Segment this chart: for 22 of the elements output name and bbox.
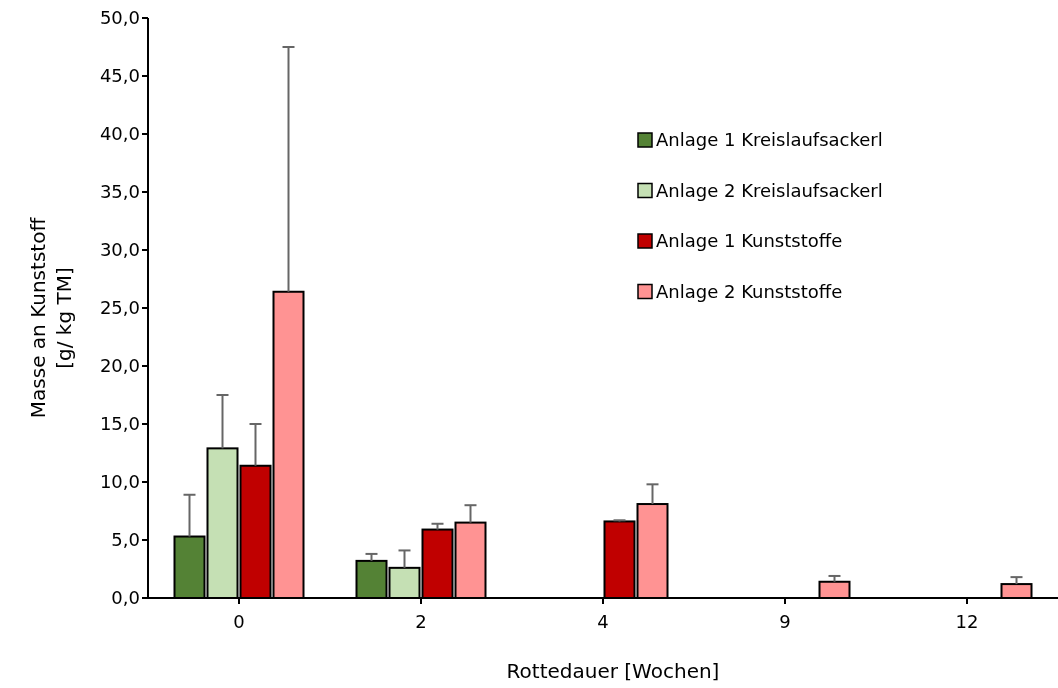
x-axis-title: Rottedauer [Wochen] <box>506 659 720 683</box>
y-tick-label: 0,0 <box>111 587 140 609</box>
y-tick-label: 40,0 <box>99 123 140 145</box>
x-tick-label: 12 <box>955 611 979 632</box>
x-tick-label: 4 <box>597 611 609 632</box>
y-tick-label: 25,0 <box>99 297 140 319</box>
y-tick-label: 35,0 <box>99 181 140 203</box>
y-tick-label: 30,0 <box>99 239 140 261</box>
legend-label: Anlage 1 Kunststoffe <box>656 230 843 252</box>
x-tick-label: 9 <box>779 611 791 632</box>
y-tick-label: 5,0 <box>111 529 140 551</box>
y-tick-label: 10,0 <box>99 471 140 493</box>
legend-label: Anlage 1 Kreislaufsackerl <box>656 129 883 151</box>
legend-label: Anlage 2 Kreislaufsackerl <box>656 179 883 201</box>
y-tick-label: 15,0 <box>99 413 140 435</box>
y-tick-label: 50,0 <box>99 7 140 29</box>
y-tick-label: 45,0 <box>99 65 140 87</box>
y-axis-title: Masse an Kunststoff [g/ kg TM] <box>26 216 76 419</box>
x-tick-label: 0 <box>233 611 245 632</box>
y-tick-label: 20,0 <box>99 355 140 377</box>
x-tick-label: 2 <box>415 611 427 632</box>
legend-label: Anlage 2 Kunststoffe <box>656 280 843 302</box>
